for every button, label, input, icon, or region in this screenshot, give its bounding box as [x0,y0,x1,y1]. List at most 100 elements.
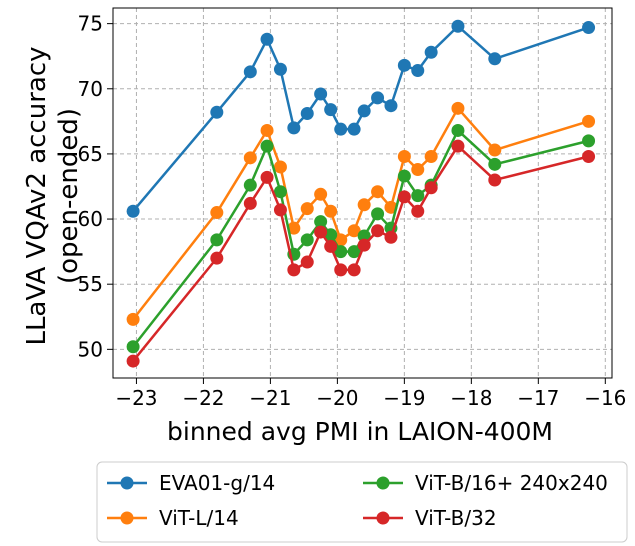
data-point [411,163,425,177]
data-point [243,178,257,192]
data-point [210,105,224,119]
y-tick-label: 75 [78,12,103,36]
data-point [324,239,338,253]
data-point [287,221,301,235]
x-tick-label: −17 [517,386,559,410]
data-point [347,263,361,277]
data-point [300,233,314,247]
data-point [384,230,398,244]
data-point [314,187,328,201]
data-point [126,204,140,218]
legend-label: ViT-B/16+ 240x240 [415,471,608,495]
y-tick-label: 55 [78,272,103,296]
data-point [397,150,411,164]
series-line-vit-b-32 [132,144,589,362]
x-tick-label: −22 [182,386,224,410]
data-point [582,114,596,128]
data-point [273,62,287,76]
data-point [582,21,596,35]
legend-label: ViT-B/32 [415,506,497,530]
data-point [314,225,328,239]
x-tick-label: −21 [249,386,291,410]
data-point [424,45,438,59]
legend-item-vit-l-14: ViT-L/14 [107,506,239,530]
data-point [300,107,314,121]
data-point [488,52,502,66]
data-point [371,207,385,221]
data-point [371,224,385,238]
series-line-vit-l-14 [132,107,589,321]
data-point [210,233,224,247]
data-point [287,263,301,277]
data-point [451,123,465,137]
data-point [411,204,425,218]
data-point [357,104,371,118]
data-point [210,251,224,265]
x-tick-label: −16 [584,386,626,410]
series-line-eva01-g-14 [132,24,589,213]
data-point [324,204,338,218]
data-point [260,170,274,184]
data-point [334,233,348,247]
y-tick-label: 65 [78,142,103,166]
legend-marker [120,476,134,490]
legend: EVA01-g/14 ViT-L/14 ViT-B/16+ 240x240 ViT-B… [96,461,628,543]
data-point [287,121,301,135]
data-point [324,228,338,242]
data-point [300,202,314,216]
data-point [260,123,274,137]
legend-frame [96,461,628,543]
data-point [210,206,224,220]
legend-marker [376,476,390,490]
data-point [397,169,411,183]
data-point [273,160,287,174]
y-tick-label: 50 [78,337,103,361]
x-tick-label: −19 [383,386,425,410]
y-tick-label: 70 [78,77,103,101]
data-point [371,185,385,199]
x-axis-label: binned avg PMI in LAION-400M [167,417,553,446]
data-point [300,255,314,269]
data-point [397,58,411,72]
grid [113,8,612,378]
data-point [324,103,338,117]
data-point [424,181,438,195]
legend-marker [120,511,134,525]
y-axis-label-line2: (open-ended) [54,108,84,284]
data-point [334,263,348,277]
data-point [357,229,371,243]
legend-label: ViT-L/14 [159,506,239,530]
data-point [384,99,398,113]
legend-item-vit-b-32: ViT-B/32 [363,506,497,530]
x-tick-label: −23 [115,386,157,410]
y-axis: 50 55 60 65 70 75 [78,12,113,361]
data-point [582,134,596,148]
data-point [334,245,348,259]
data-point [357,238,371,252]
x-tick-label: −18 [450,386,492,410]
data-point [451,19,465,33]
data-point [347,245,361,259]
plot-frame [112,7,613,379]
legend-item-vit-b-16-240x240: ViT-B/16+ 240x240 [363,471,608,495]
data-point [451,101,465,115]
y-axis-label-line1: LLaVA VQAv2 accuracy [22,46,52,345]
data-point [126,312,140,326]
data-point [243,65,257,79]
data-point [126,354,140,368]
data-point [273,203,287,217]
data-point [488,173,502,187]
series-vit-b-32 [126,139,596,368]
data-point [334,122,348,136]
y-tick-label: 60 [78,207,103,231]
data-point [347,224,361,238]
series-vit-l-14 [126,101,596,326]
data-point [243,151,257,165]
data-point [397,190,411,204]
data-point [260,32,274,46]
series-eva01-g-14 [126,19,596,218]
legend-label: EVA01-g/14 [159,471,275,495]
data-point [411,189,425,203]
legend-item-eva01-g-14: EVA01-g/14 [107,471,275,495]
data-point [314,87,328,101]
